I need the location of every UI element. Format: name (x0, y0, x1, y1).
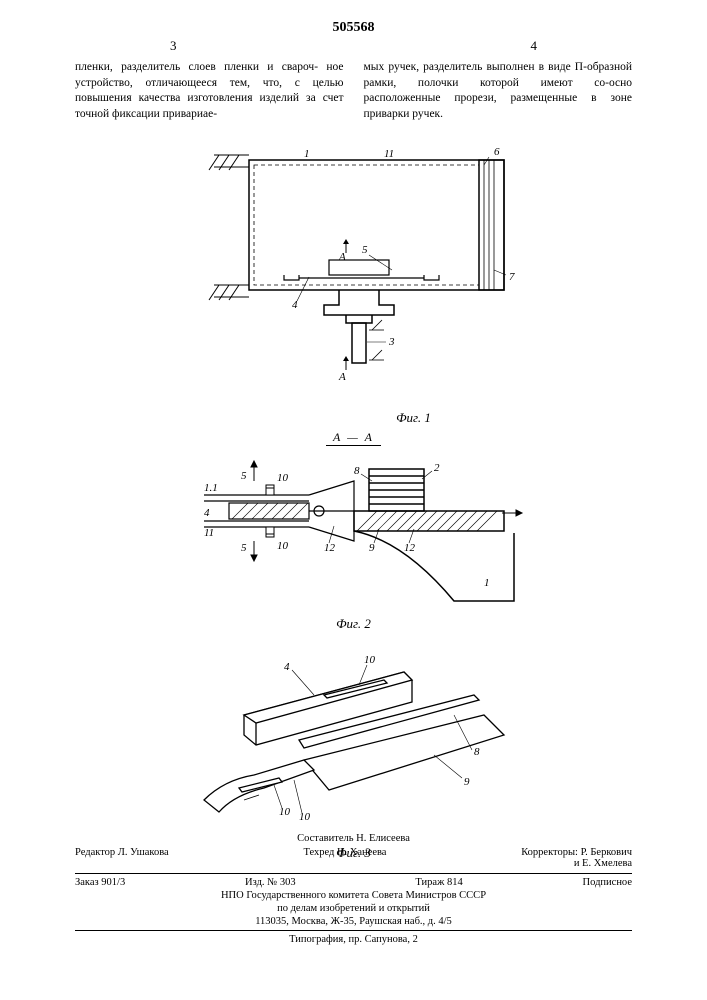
patent-number: 505568 (333, 20, 375, 36)
fig1-label: Фиг. 1 (234, 410, 594, 426)
ref-1: 1 (304, 148, 310, 160)
ref-12b: 12 (404, 542, 416, 554)
figure-1: 1 11 6 4 5 7 3 A A Фиг. 1 (174, 145, 534, 426)
order-row: Заказ 901/3 Изд. № 303 Тираж 814 Подписн… (75, 877, 632, 888)
org2: по делам изобретений и открытий (75, 903, 632, 914)
ref-10a: 10 (364, 654, 376, 666)
ref-10b: 10 (279, 806, 291, 818)
ref-4: 4 (204, 507, 210, 519)
ref-11b: 11 (204, 527, 214, 539)
ref-5b: 5 (241, 542, 247, 554)
ref-9: 9 (369, 542, 375, 554)
ref-11: 11 (384, 148, 394, 160)
ref-8: 8 (474, 746, 480, 758)
compiler: Составитель Н. Елисеева (75, 833, 632, 844)
ref-5: 5 (362, 244, 368, 256)
ref-9: 9 (464, 776, 470, 788)
figure-2: A — A (174, 430, 534, 632)
ref-6: 6 (494, 146, 500, 158)
correctors: Корректоры: Р. Беркович и Е. Хмелева (521, 847, 632, 869)
ref-12a: 12 (324, 542, 336, 554)
ref-10c: 10 (299, 811, 311, 823)
org1: НПО Государственного комитета Совета Мин… (75, 890, 632, 901)
techred: Техред Н. Ханеева (303, 847, 386, 869)
ref-5a: 5 (241, 470, 247, 482)
ref-3: 3 (388, 336, 395, 348)
fig2-label: Фиг. 2 (174, 616, 534, 632)
section-label: A — A (326, 430, 381, 446)
typography: Типография, пр. Сапунова, 2 (75, 930, 632, 945)
ref-4: 4 (284, 661, 290, 673)
address: 113035, Москва, Ж-35, Раушская наб., д. … (75, 916, 632, 927)
editor: Редактор Л. Ушакова (75, 847, 169, 869)
subscription: Подписное (583, 877, 632, 888)
ref-A-top: A (338, 251, 346, 263)
footer: Составитель Н. Елисеева Редактор Л. Ушак… (75, 833, 632, 945)
order: Заказ 901/3 (75, 877, 125, 888)
ref-A-bot: A (338, 371, 346, 383)
page-number-right: 4 (531, 38, 538, 54)
issue: Изд. № 303 (245, 877, 296, 888)
ref-10b: 10 (277, 540, 289, 552)
text-columns: пленки, разделитель слоев пленки и сваро… (75, 60, 632, 122)
figure-3: 4 10 8 9 10 10 Фиг. 3 (184, 640, 524, 861)
column-left: пленки, разделитель слоев пленки и сваро… (75, 60, 344, 122)
page-number-left: 3 (170, 38, 177, 54)
ref-10a: 10 (277, 472, 289, 484)
tirage: Тираж 814 (415, 877, 462, 888)
ref-11a: 1.1 (204, 482, 218, 494)
ref-8: 8 (354, 465, 360, 477)
ref-7: 7 (509, 271, 515, 283)
column-right: мых ручек, разделитель выполнен в виде П… (364, 60, 633, 122)
ref-1: 1 (484, 577, 490, 589)
ref-2: 2 (434, 462, 440, 474)
credits-row: Редактор Л. Ушакова Техред Н. Ханеева Ко… (75, 847, 632, 874)
